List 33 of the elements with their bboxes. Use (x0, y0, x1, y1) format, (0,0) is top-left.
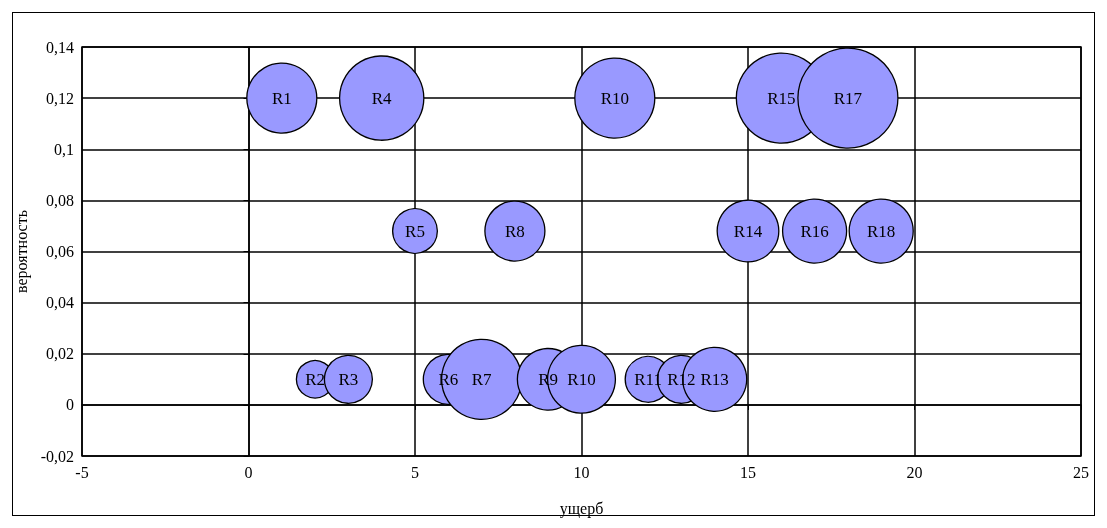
y-tick-label: 0,02 (46, 345, 74, 363)
data-label: R10 (600, 88, 629, 108)
x-tick-label: 25 (1073, 463, 1089, 481)
data-label: R15 (767, 88, 796, 108)
data-label: R3 (338, 369, 359, 389)
y-tick-label: 0 (66, 396, 74, 414)
x-tick-label: 10 (573, 463, 590, 481)
y-tick-label: -0,02 (40, 447, 74, 465)
data-label: R14 (733, 221, 763, 241)
data-label: R5 (405, 221, 425, 241)
y-axis-title: вероятность (13, 210, 32, 293)
y-tick-label: 0,08 (46, 191, 74, 209)
data-label: R10 (567, 369, 596, 389)
data-label: R16 (800, 221, 829, 241)
data-label: R1 (271, 88, 292, 108)
x-axis-title: ущерб (559, 499, 604, 518)
y-tick-label: 0,14 (46, 38, 74, 56)
x-tick-label: -5 (75, 463, 89, 481)
x-tick-label: 15 (740, 463, 756, 481)
x-tick-label: 0 (244, 463, 253, 481)
data-label: R7 (471, 369, 493, 389)
data-label: R17 (833, 88, 863, 108)
y-tick-label: 0,04 (46, 294, 74, 312)
data-label: R13 (700, 369, 729, 389)
data-label: R2 (305, 369, 326, 389)
data-label: R4 (371, 88, 393, 108)
y-tick-label: 0,1 (54, 140, 74, 158)
y-tick-label: 0,12 (46, 89, 74, 107)
data-label: R18 (867, 221, 896, 241)
x-tick-label: 5 (411, 463, 419, 481)
data-label: R8 (504, 221, 525, 241)
x-tick-label: 20 (906, 463, 923, 481)
y-tick-label: 0,06 (46, 243, 74, 260)
